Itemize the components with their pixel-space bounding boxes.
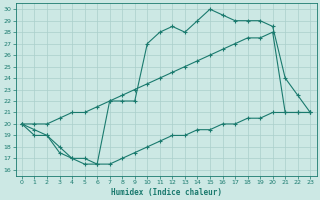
- X-axis label: Humidex (Indice chaleur): Humidex (Indice chaleur): [111, 188, 221, 197]
